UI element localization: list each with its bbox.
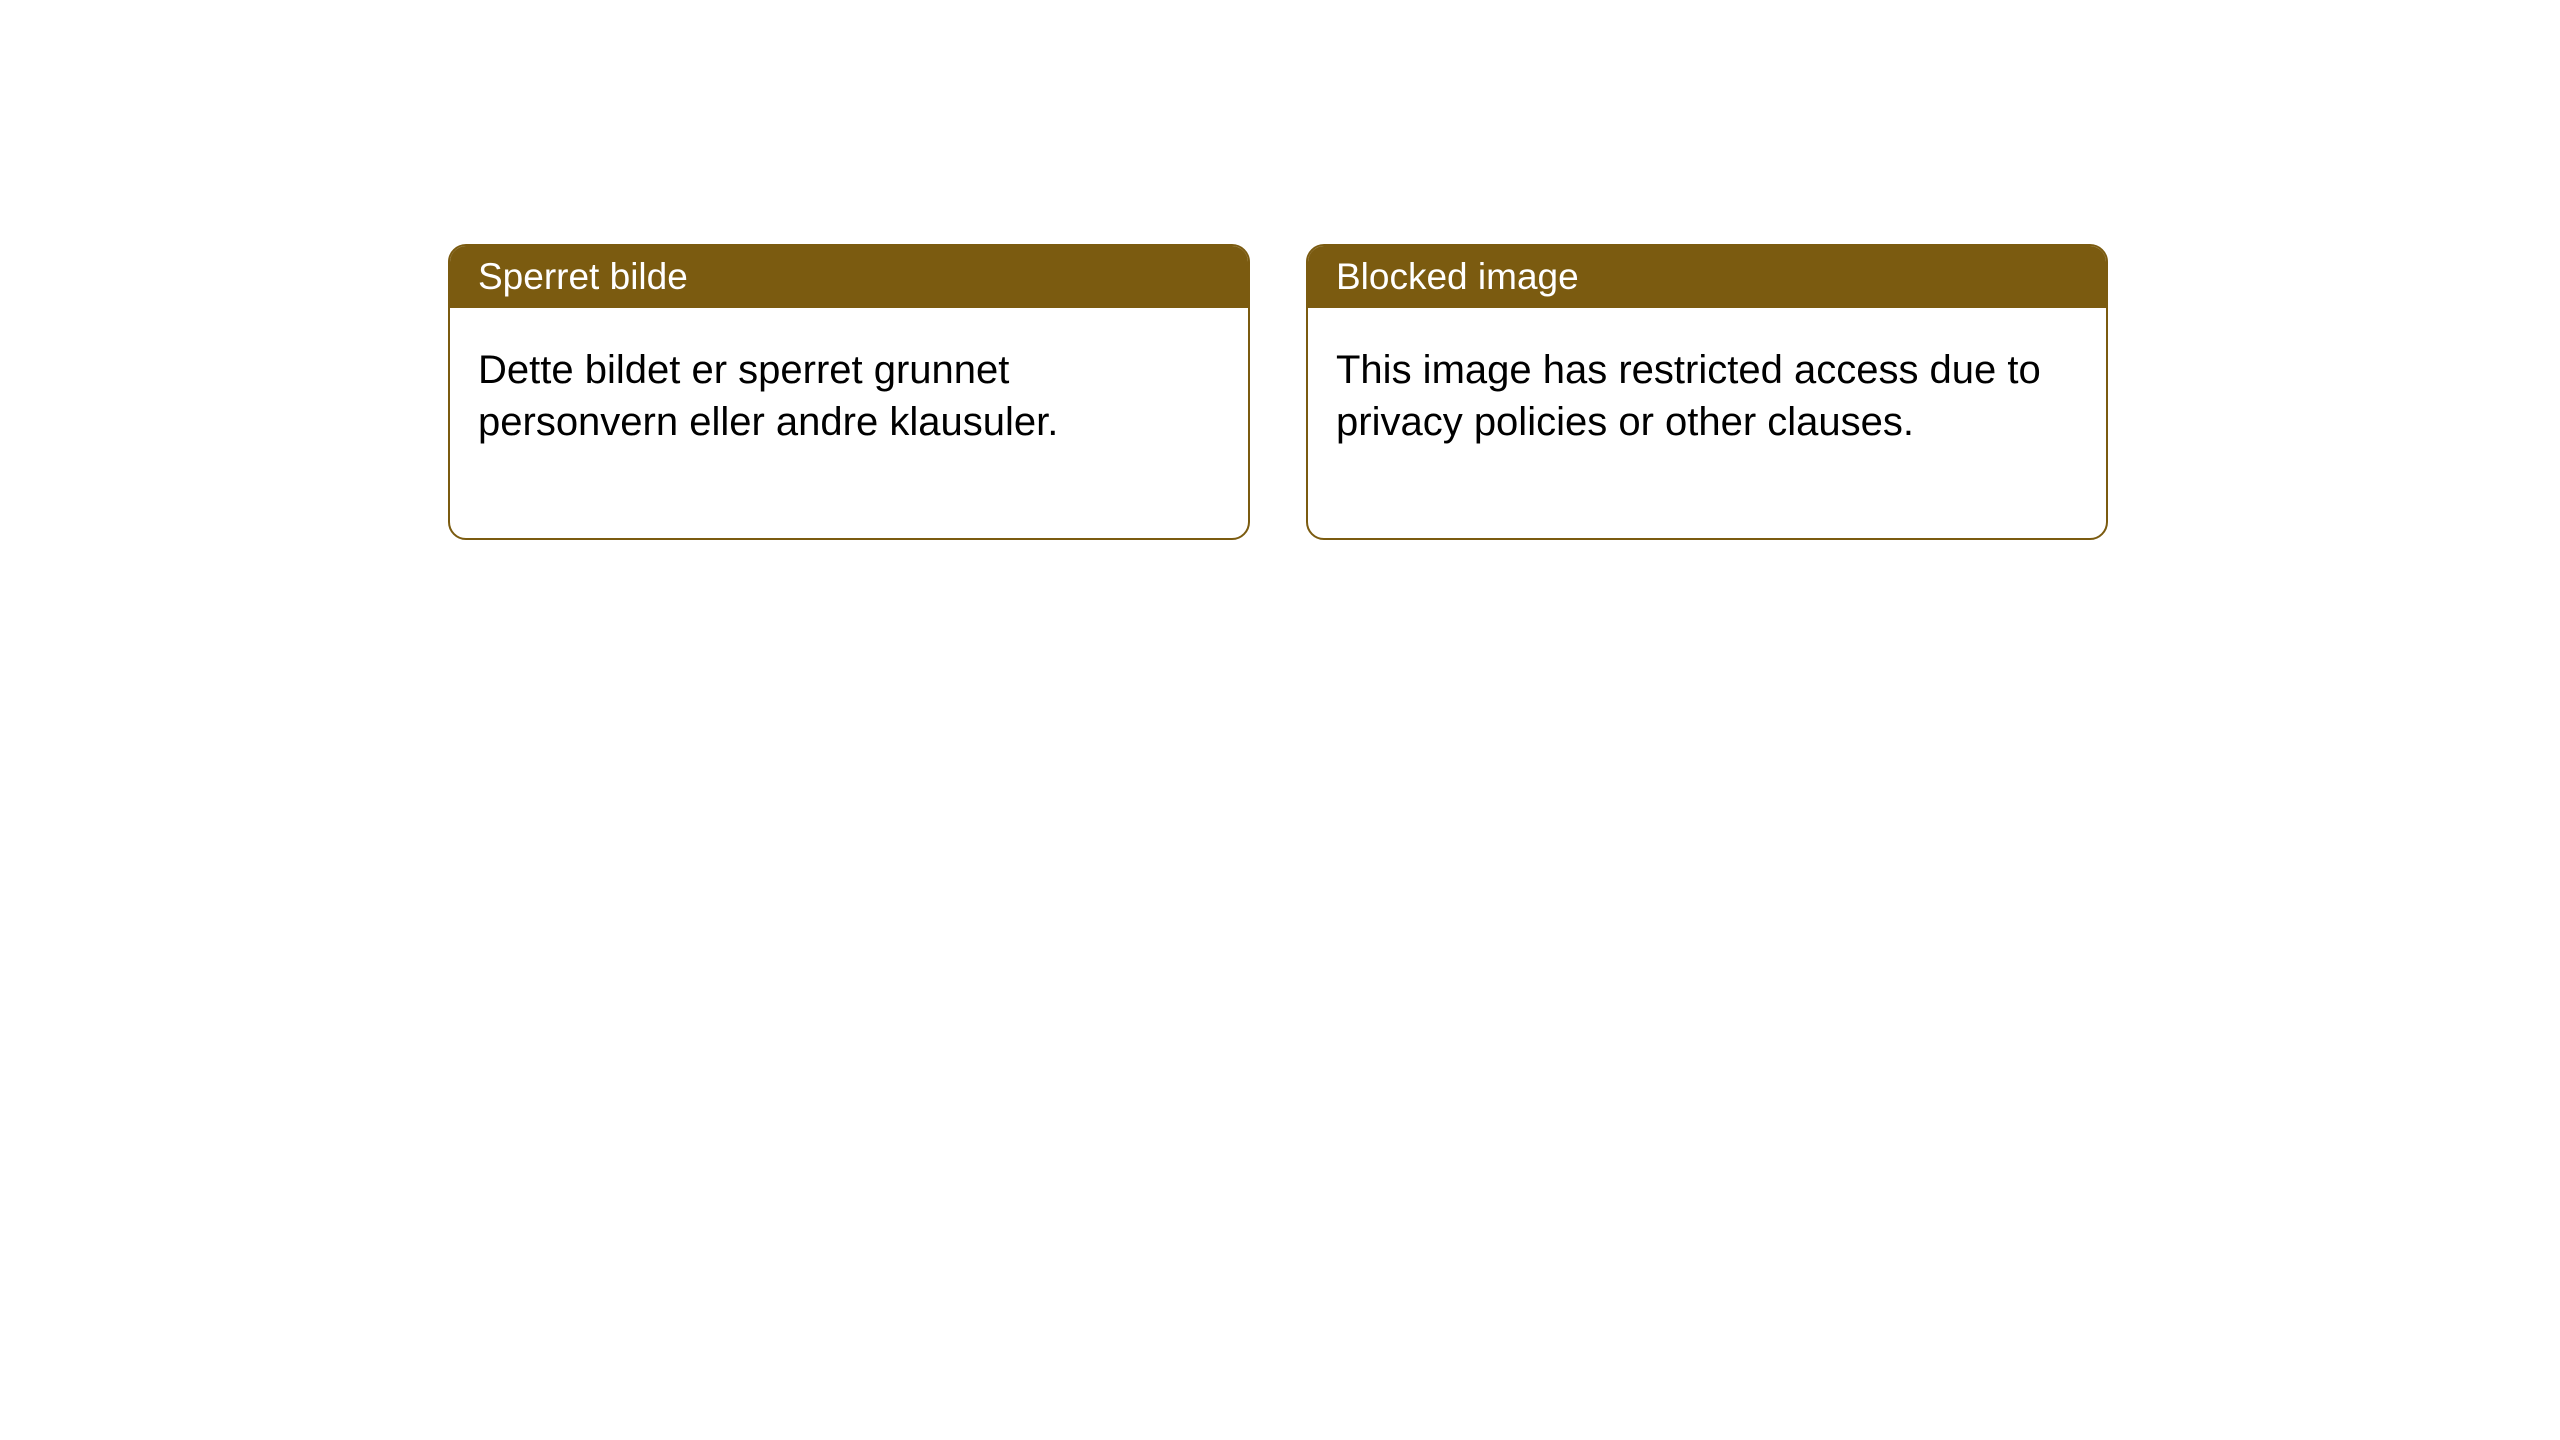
card-body: This image has restricted access due to … — [1308, 308, 2106, 538]
blocked-image-card-no: Sperret bilde Dette bildet er sperret gr… — [448, 244, 1250, 540]
blocked-image-card-en: Blocked image This image has restricted … — [1306, 244, 2108, 540]
card-header: Sperret bilde — [450, 246, 1248, 308]
card-body-text: Dette bildet er sperret grunnet personve… — [478, 348, 1058, 444]
card-title: Blocked image — [1336, 256, 1579, 297]
card-title: Sperret bilde — [478, 256, 688, 297]
card-body: Dette bildet er sperret grunnet personve… — [450, 308, 1248, 538]
notice-cards-row: Sperret bilde Dette bildet er sperret gr… — [448, 244, 2108, 540]
card-header: Blocked image — [1308, 246, 2106, 308]
card-body-text: This image has restricted access due to … — [1336, 348, 2041, 444]
